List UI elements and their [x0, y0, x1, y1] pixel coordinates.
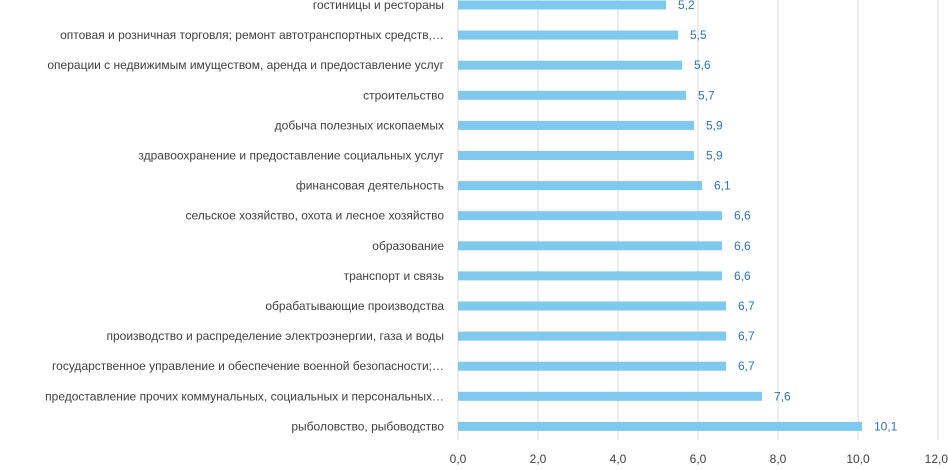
value-label-14: 10,1 — [874, 419, 898, 433]
bars — [458, 0, 862, 431]
category-label-7: сельское хозяйство, охота и лесное хозяй… — [185, 209, 444, 223]
value-labels: 5,2 5,5 5,6 5,7 5,9 5,9 6,1 6,6 6,6 6,6 6,7 6,7 6,7 7… — [678, 0, 898, 433]
category-label-11: производство и распределение электроэнер… — [107, 329, 445, 343]
value-label-2: 5,6 — [694, 58, 711, 72]
tick-label-5: 10,0 — [846, 452, 870, 466]
value-label-9: 6,6 — [734, 269, 751, 283]
bar-1 — [458, 30, 678, 40]
category-label-6: финансовая деятельность — [296, 179, 444, 193]
bar-6 — [458, 181, 702, 191]
bar-3 — [458, 90, 686, 100]
value-label-7: 6,6 — [734, 209, 751, 223]
bar-10 — [458, 301, 726, 311]
bar-8 — [458, 241, 722, 251]
value-label-1: 5,5 — [690, 28, 707, 42]
category-label-3: строительство — [363, 88, 444, 102]
category-label-14: рыболовство, рыбоводство — [291, 419, 444, 433]
category-labels: гостиницы и рестораны оптовая и розничная… — [45, 0, 444, 433]
tick-label-0: 0,0 — [450, 452, 467, 466]
bar-7 — [458, 211, 722, 221]
bar-2 — [458, 60, 682, 70]
category-label-2: операции с недвижимым имуществом, аренда… — [47, 58, 444, 72]
tick-label-4: 8,0 — [770, 452, 787, 466]
category-label-13: предоставление прочих коммунальных, соци… — [45, 389, 444, 403]
category-label-8: образование — [372, 239, 444, 253]
bar-12 — [458, 361, 726, 371]
value-label-5: 5,9 — [706, 149, 723, 163]
value-label-3: 5,7 — [698, 88, 715, 102]
value-label-4: 5,9 — [706, 118, 723, 132]
tick-label-1: 2,0 — [530, 452, 547, 466]
category-label-0: гостиницы и рестораны — [313, 0, 444, 12]
category-label-10: обрабатывающие производства — [265, 299, 444, 313]
tick-label-2: 4,0 — [610, 452, 627, 466]
bar-13 — [458, 391, 762, 401]
category-label-12: государственное управление и обеспечение… — [52, 359, 444, 373]
bar-9 — [458, 271, 722, 281]
value-label-6: 6,1 — [714, 179, 731, 193]
value-label-8: 6,6 — [734, 239, 751, 253]
bar-0 — [458, 0, 666, 10]
value-label-12: 6,7 — [738, 359, 755, 373]
bar-11 — [458, 331, 726, 341]
tick-label-6: 12,0 — [925, 452, 948, 466]
value-label-11: 6,7 — [738, 329, 755, 343]
category-label-5: здравоохранение и предоставление социаль… — [138, 149, 444, 163]
bar-14 — [458, 421, 862, 431]
tick-label-3: 6,0 — [690, 452, 707, 466]
category-label-9: транспорт и связь — [344, 269, 444, 283]
value-label-10: 6,7 — [738, 299, 755, 313]
bar-5 — [458, 151, 694, 160]
x-axis-tick-labels: 0,0 2,0 4,0 6,0 8,0 10,0 12,0 — [450, 452, 948, 466]
category-label-4: добыча полезных ископаемых — [275, 118, 444, 132]
category-label-1: оптовая и розничная торговля; ремонт авт… — [60, 28, 444, 42]
value-label-0: 5,2 — [678, 0, 695, 12]
value-label-13: 7,6 — [774, 389, 791, 403]
bar-4 — [458, 120, 694, 130]
